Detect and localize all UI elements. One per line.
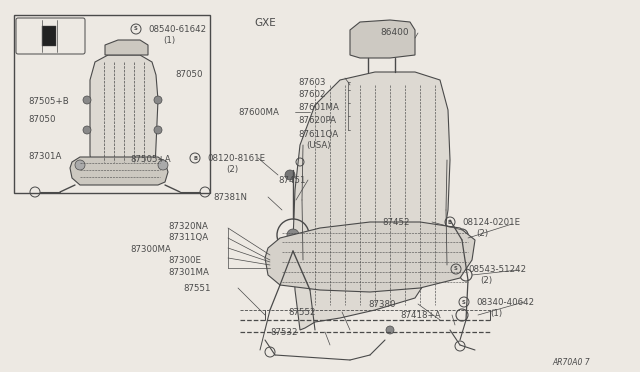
Text: 87552: 87552 (288, 308, 316, 317)
Circle shape (83, 96, 91, 104)
Text: (USA): (USA) (306, 141, 330, 150)
Text: 08124-0201E: 08124-0201E (462, 218, 520, 227)
Text: (2): (2) (226, 165, 238, 174)
Text: 87451: 87451 (278, 176, 305, 185)
Text: 87532: 87532 (270, 328, 298, 337)
Text: 08540-61642: 08540-61642 (148, 25, 206, 34)
Text: 87601MA: 87601MA (298, 103, 339, 112)
Circle shape (83, 126, 91, 134)
Circle shape (285, 170, 295, 180)
Text: S: S (134, 26, 138, 32)
Text: 87381N: 87381N (213, 193, 247, 202)
Text: 87050: 87050 (175, 70, 202, 79)
Polygon shape (265, 222, 475, 292)
Text: 87603: 87603 (298, 78, 326, 87)
Text: (1): (1) (163, 36, 175, 45)
Text: 87505+B: 87505+B (28, 97, 68, 106)
Text: 87380: 87380 (368, 300, 396, 309)
Circle shape (75, 160, 85, 170)
Text: GXE: GXE (254, 18, 276, 28)
Polygon shape (350, 20, 415, 58)
Circle shape (154, 96, 162, 104)
Circle shape (158, 160, 168, 170)
Bar (42, 26, 56, 46)
Text: 87300MA: 87300MA (130, 245, 171, 254)
Bar (14, 15, 210, 193)
Text: 87602: 87602 (298, 90, 326, 99)
Text: 87050: 87050 (28, 115, 56, 124)
Text: (2): (2) (476, 229, 488, 238)
Text: 08120-8161E: 08120-8161E (207, 154, 265, 163)
Text: 87311QA: 87311QA (168, 233, 208, 242)
Text: 87452: 87452 (382, 218, 410, 227)
Text: B: B (193, 155, 197, 160)
Text: 87320NA: 87320NA (168, 222, 208, 231)
Text: S: S (462, 299, 466, 305)
Text: 87620PA: 87620PA (298, 116, 336, 125)
Text: 87611QA: 87611QA (298, 130, 338, 139)
Polygon shape (105, 40, 148, 55)
Circle shape (287, 229, 299, 241)
Polygon shape (70, 157, 168, 185)
Text: AR70A0 7: AR70A0 7 (552, 358, 590, 367)
Text: 87418+A: 87418+A (400, 311, 440, 320)
FancyBboxPatch shape (16, 18, 85, 54)
Text: 87300E: 87300E (168, 256, 201, 265)
Polygon shape (293, 72, 450, 330)
Text: 87551: 87551 (183, 284, 211, 293)
Circle shape (386, 326, 394, 334)
Text: 08340-40642: 08340-40642 (476, 298, 534, 307)
Text: 87301MA: 87301MA (168, 268, 209, 277)
Text: 87505+A: 87505+A (130, 155, 171, 164)
Polygon shape (90, 55, 158, 168)
Text: S: S (454, 266, 458, 272)
Circle shape (154, 126, 162, 134)
Text: B: B (448, 219, 452, 224)
Text: (1): (1) (490, 309, 502, 318)
Text: 86400: 86400 (380, 28, 408, 37)
Text: 08543-51242: 08543-51242 (468, 265, 526, 274)
Text: (2): (2) (480, 276, 492, 285)
Text: 87600MA: 87600MA (238, 108, 279, 117)
Text: 87301A: 87301A (28, 152, 61, 161)
